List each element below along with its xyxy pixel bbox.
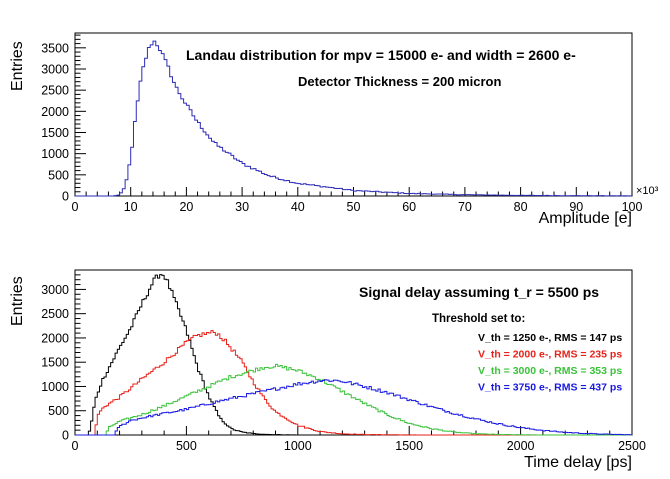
x-tick-label: 1000 xyxy=(284,439,312,453)
legend-entry: V_th = 1250 e-, RMS = 147 ps xyxy=(478,332,622,344)
y-tick-label: 2000 xyxy=(41,331,69,345)
y-tick-label: 3500 xyxy=(41,41,69,55)
y-tick-label: 2500 xyxy=(41,84,69,98)
histogram-series-4 xyxy=(75,379,632,436)
y-tick-label: 3000 xyxy=(41,283,69,297)
legend-title: Threshold set to: xyxy=(432,313,525,325)
title-background-bottom xyxy=(352,279,630,304)
x-tick-label: 20 xyxy=(179,200,193,214)
x-axis-title-top: Amplitude [e] xyxy=(539,210,632,227)
histogram-series-1 xyxy=(75,40,632,197)
x-tick-label: 70 xyxy=(458,200,472,214)
y-tick-label: 500 xyxy=(48,404,69,418)
y-tick-labels-bottom: 0 500 1000 1500 2000 2500 3000 xyxy=(41,283,69,443)
chart-bottom: 0 500 1000 1500 2000 2500 0 500 1000 1500 2000 250… xyxy=(9,269,646,471)
y-axis-title-top: Entries xyxy=(9,41,26,91)
y-tick-label: 0 xyxy=(62,429,69,443)
y-tick-label: 3000 xyxy=(41,62,69,76)
chart-title-top: Landau distribution for mpv = 15000 e- a… xyxy=(186,47,576,63)
x-tick-label: 90 xyxy=(569,200,583,214)
x-tick-label: 50 xyxy=(347,200,361,214)
title-background-top xyxy=(180,41,608,91)
series-group-bottom xyxy=(75,274,632,436)
x-tick-label: 60 xyxy=(402,200,416,214)
histogram-series-3 xyxy=(75,363,632,436)
histogram-series-2 xyxy=(75,330,632,436)
x-axis-title-bottom: Time delay [ps] xyxy=(524,454,632,471)
x-tick-label: 1500 xyxy=(395,439,423,453)
x-tick-label: 80 xyxy=(514,200,528,214)
y-axis-title-bottom: Entries xyxy=(9,276,26,326)
legend-entry: V_th = 3000 e-, RMS = 353 ps xyxy=(478,365,622,377)
legend-box xyxy=(440,307,630,393)
x-tick-label: 500 xyxy=(176,439,197,453)
legend-entry: V_th = 2000 e-, RMS = 235 ps xyxy=(478,349,622,361)
y-tick-label: 2000 xyxy=(41,105,69,119)
x-tick-labels-top: 0 10 20 30 40 50 60 70 80 90 100 xyxy=(72,200,643,214)
x-tick-label: 2000 xyxy=(507,439,535,453)
y-tick-label: 1500 xyxy=(41,356,69,370)
x-tick-label: 0 xyxy=(72,439,79,453)
y-tick-label: 500 xyxy=(48,168,69,182)
y-tick-label: 1000 xyxy=(41,147,69,161)
x-tick-label: 10 xyxy=(124,200,138,214)
y-tick-label: 1500 xyxy=(41,126,69,140)
x-tick-label: 0 xyxy=(72,200,79,214)
x-tick-label: 2500 xyxy=(618,439,646,453)
legend-entry: V_th = 3750 e-, RMS = 437 ps xyxy=(478,382,622,394)
x-tick-label: 30 xyxy=(235,200,249,214)
y-tick-label: 0 xyxy=(62,190,69,204)
x-axis-exponent-top: ×10³ xyxy=(636,185,659,197)
chart-title-bottom: Signal delay assuming t_r = 5500 ps xyxy=(359,284,599,300)
legend-entries: V_th = 1250 e-, RMS = 147 ps V_th = 2000 … xyxy=(478,332,622,394)
chart-subtitle-top: Detector Thickness = 200 micron xyxy=(298,74,501,89)
series-group-top xyxy=(75,40,632,197)
x-tick-labels-bottom: 0 500 1000 1500 2000 2500 xyxy=(72,439,646,453)
y-tick-label: 2500 xyxy=(41,307,69,321)
y-tick-label: 1000 xyxy=(41,380,69,394)
x-tick-label: 40 xyxy=(291,200,305,214)
y-tick-labels-top: 0 500 1000 1500 2000 2500 3000 3500 xyxy=(41,41,69,203)
chart-top: 0 10 20 30 40 50 60 70 80 90 100 0 500 1000 1500 2000 2… xyxy=(9,32,659,227)
x-tick-label: 100 xyxy=(622,200,643,214)
